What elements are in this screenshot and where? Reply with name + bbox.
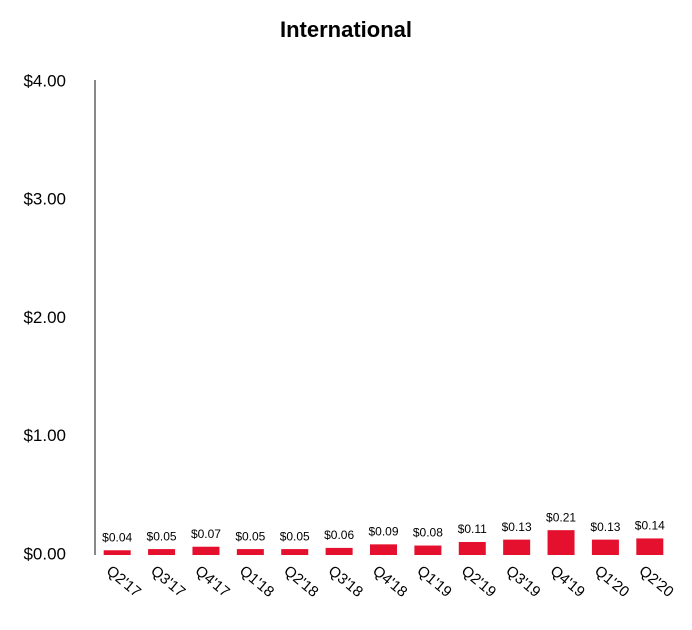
x-tick-label: Q4'19 xyxy=(547,562,588,600)
value-label: $0.14 xyxy=(635,519,665,533)
value-label: $0.07 xyxy=(191,527,221,541)
x-tick-label: Q2'17 xyxy=(103,562,144,600)
value-label: $0.04 xyxy=(102,530,132,544)
x-tick-label: Q1'19 xyxy=(414,562,455,600)
value-label: $0.09 xyxy=(368,525,398,539)
x-tick-label: Q4'18 xyxy=(369,562,410,600)
x-tick-label: Q1'20 xyxy=(591,562,632,600)
x-tick-label: Q1'18 xyxy=(236,562,277,600)
value-label: $0.13 xyxy=(502,520,532,534)
value-label: $0.06 xyxy=(324,528,354,542)
bar xyxy=(103,550,131,555)
bar xyxy=(192,546,220,555)
chart-title: International xyxy=(280,17,412,42)
bar xyxy=(458,541,486,555)
bar xyxy=(281,549,309,555)
bar xyxy=(325,547,353,555)
bar xyxy=(414,545,442,555)
x-tick-label: Q4'17 xyxy=(192,562,233,600)
x-tick-label: Q3'18 xyxy=(325,562,366,600)
value-label: $0.08 xyxy=(413,526,443,540)
bar xyxy=(148,549,176,555)
bar xyxy=(591,539,619,555)
y-tick-label: $2.00 xyxy=(23,308,66,327)
x-tick-label: Q2'20 xyxy=(636,562,677,600)
value-label: $0.05 xyxy=(280,529,310,543)
y-tick-label: $3.00 xyxy=(23,190,66,209)
x-tick-label: Q3'17 xyxy=(147,562,188,600)
bar xyxy=(503,539,531,555)
bar xyxy=(370,544,397,555)
bar xyxy=(547,530,575,555)
value-label: $0.21 xyxy=(546,510,576,524)
value-label: $0.05 xyxy=(235,529,265,543)
y-tick-label: $1.00 xyxy=(23,426,66,445)
value-label: $0.13 xyxy=(590,520,620,534)
y-tick-label: $0.00 xyxy=(23,544,66,563)
x-tick-label: Q2'18 xyxy=(280,562,321,600)
y-tick-label: $4.00 xyxy=(23,71,66,90)
bar xyxy=(636,538,664,555)
value-label: $0.11 xyxy=(458,522,487,536)
x-tick-label: Q3'19 xyxy=(502,562,543,600)
value-label: $0.05 xyxy=(147,529,177,543)
bar xyxy=(236,549,264,555)
x-tick-label: Q2'19 xyxy=(458,562,499,600)
